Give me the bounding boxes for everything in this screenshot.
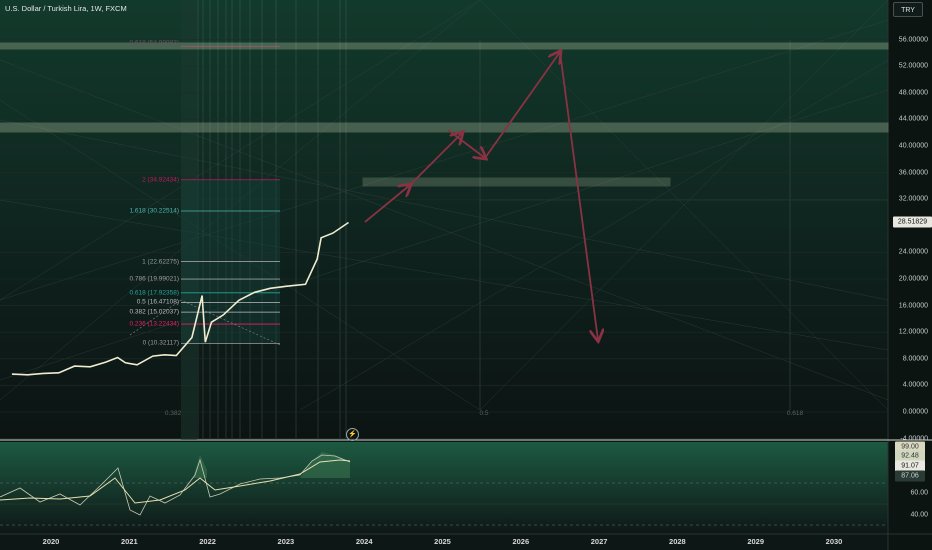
current-price-tag: 28.51829	[893, 216, 932, 228]
ind-line-slow	[0, 459, 351, 504]
fan-line	[0, 199, 889, 351]
projection-arrow	[484, 52, 560, 159]
main-pane-bg	[0, 0, 888, 440]
time-axis-label: 2027	[590, 537, 608, 546]
time-axis-label: 2023	[277, 537, 295, 546]
price-axis-label: 48.00000	[898, 89, 928, 97]
time-fib-label: 0.5	[479, 410, 489, 417]
fan-line	[479, 0, 889, 411]
time-axis-label: 2030	[825, 537, 843, 546]
resistance-zone-44	[0, 122, 889, 133]
fan-line	[0, 19, 889, 301]
price-axis-label: 8.00000	[902, 355, 928, 363]
fib-level-label: 0.618 (17.92358)	[129, 289, 179, 297]
price-axis-label: 0.00000	[902, 408, 928, 416]
fan-line	[0, 89, 889, 381]
price-axis-label: 44.00000	[898, 115, 928, 123]
indicator-pane-bg	[0, 442, 888, 534]
projection-arrow	[409, 133, 462, 186]
fib-level-label: 0.236 (13.22434)	[129, 320, 179, 328]
symbol-button[interactable]: TRY	[893, 2, 923, 17]
indicator-value-tag: 87.06	[895, 470, 925, 482]
resistance-zone-56	[0, 42, 889, 50]
fib-level-label: 1.618 (30.22514)	[129, 207, 179, 215]
fib-level-label: 0.786 (19.99021)	[129, 275, 179, 283]
time-axis-label: 2022	[199, 537, 216, 546]
price-axis-label: 52.00000	[898, 62, 928, 70]
indicator-axis-label: 40.00	[910, 511, 928, 519]
indicator-value-tag: 92.48	[895, 450, 925, 462]
indicator-value-tag: 91.07	[895, 460, 925, 472]
support-zone-35	[362, 177, 671, 187]
time-axis-label: 2024	[355, 537, 373, 546]
price-axis-label: 4.00000	[902, 381, 928, 389]
time-axis-label: 2028	[669, 537, 686, 546]
projection-arrow	[364, 185, 410, 223]
time-axis-label: 2021	[120, 537, 138, 546]
flash-icon[interactable]: ⚡	[346, 428, 359, 441]
indicator-value-tag: 99.00	[895, 441, 925, 453]
fan-line	[0, 59, 889, 401]
projection-arrow	[559, 51, 598, 340]
price-axis-label: 12.00000	[898, 328, 928, 336]
price-axis-label: 24.00000	[898, 248, 928, 256]
fib-level-label: 2 (34.92434)	[142, 176, 179, 184]
projection-arrow	[447, 129, 485, 158]
price-axis-label: 20.00000	[898, 275, 928, 283]
time-axis-label: 2025	[434, 537, 451, 546]
fib-level-label: 0.5 (16.47108)	[136, 298, 179, 306]
price-axis-label: 36.00000	[898, 169, 928, 177]
chart-title: U.S. Dollar / Turkish Lira, 1W, FXCM	[5, 4, 127, 13]
fib-level-label: 0.382 (15.02037)	[129, 308, 179, 316]
time-fib-label: 0.618	[786, 410, 804, 417]
price-axis-label: -4.00000	[900, 435, 928, 443]
price-axis-label: 32.00000	[898, 195, 928, 203]
price-axis-label: 16.00000	[898, 302, 928, 310]
time-axis-label: 2029	[747, 537, 765, 546]
time-fib-label: 0.382	[164, 410, 182, 417]
fib-level-label: 0 (10.32117)	[142, 339, 179, 347]
price-axis-label: 56.00000	[898, 36, 928, 44]
ind-fill	[300, 452, 350, 478]
fib-top-label: 0.618 (54.99983)	[129, 39, 179, 47]
indicator-axis-label: 60.00	[910, 489, 928, 497]
fib-level-label: 1 (22.62275)	[142, 258, 179, 266]
fan-line	[0, 119, 889, 301]
price-line	[11, 221, 349, 376]
price-axis-label: 40.00000	[898, 142, 928, 150]
time-axis-label: 2020	[42, 537, 60, 546]
time-axis-label: 2026	[512, 537, 530, 546]
